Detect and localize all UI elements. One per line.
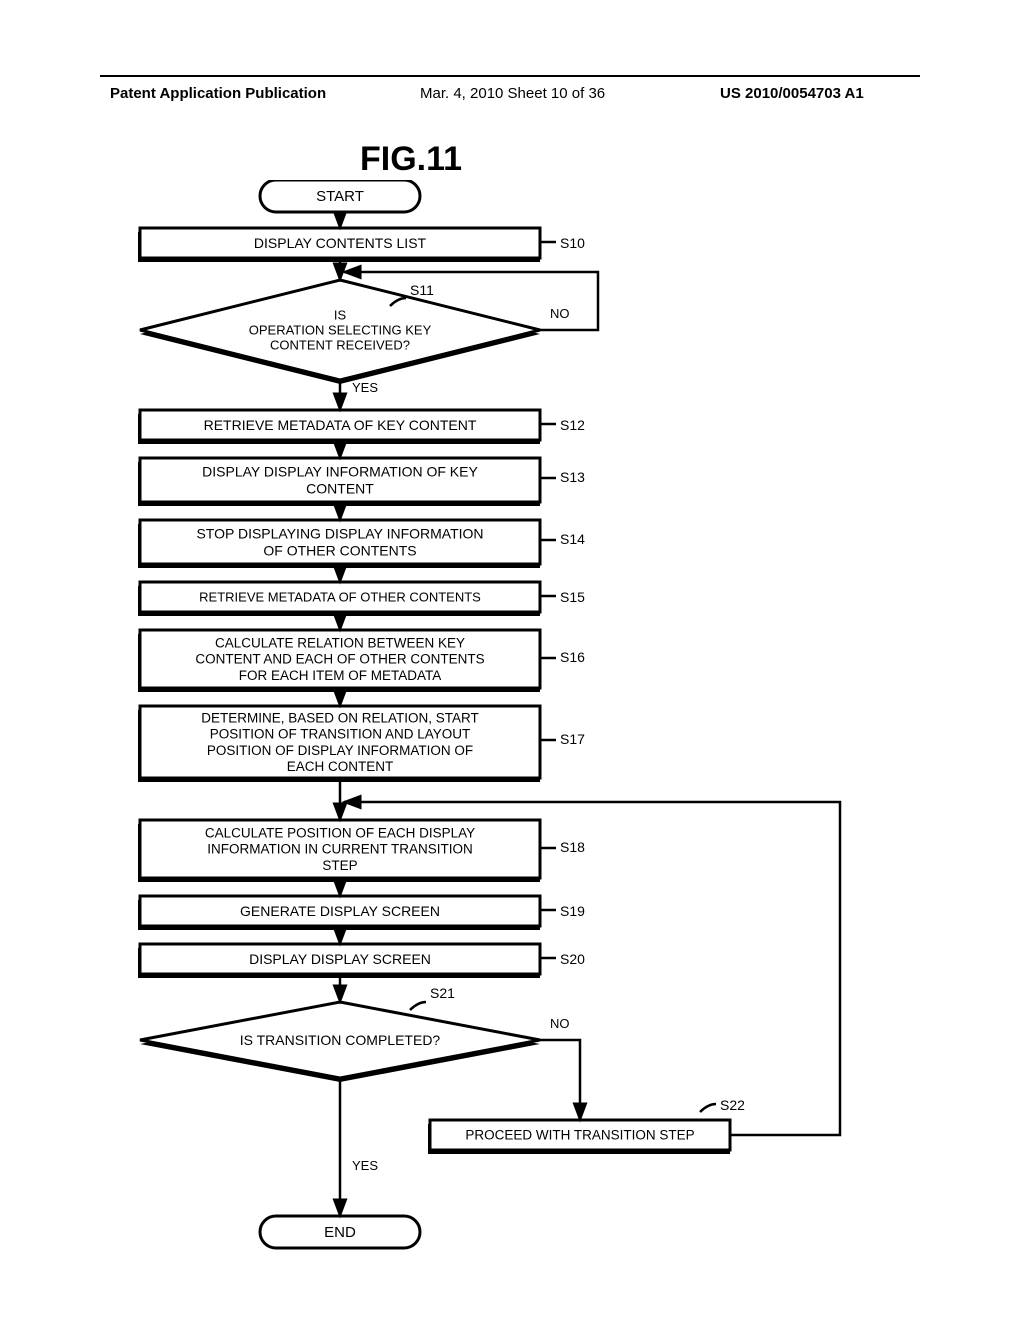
- svg-text:RETRIEVE METADATA OF KEY CONTE: RETRIEVE METADATA OF KEY CONTENT: [204, 417, 477, 433]
- svg-text:S20: S20: [560, 951, 585, 967]
- svg-text:GENERATE DISPLAY SCREEN: GENERATE DISPLAY SCREEN: [240, 903, 440, 919]
- svg-text:CALCULATE RELATION BETWEEN KEY: CALCULATE RELATION BETWEEN KEY: [215, 636, 465, 651]
- svg-text:EACH CONTENT: EACH CONTENT: [287, 759, 394, 774]
- svg-text:CONTENT: CONTENT: [306, 480, 374, 496]
- svg-text:S14: S14: [560, 531, 585, 547]
- svg-text:DISPLAY DISPLAY INFORMATION OF: DISPLAY DISPLAY INFORMATION OF KEY: [202, 464, 478, 480]
- svg-text:S10: S10: [560, 235, 585, 251]
- svg-text:S15: S15: [560, 589, 585, 605]
- header-mid: Mar. 4, 2010 Sheet 10 of 36: [420, 85, 605, 102]
- svg-text:RETRIEVE METADATA OF OTHER CON: RETRIEVE METADATA OF OTHER CONTENTS: [199, 590, 481, 605]
- svg-text:IS TRANSITION COMPLETED?: IS TRANSITION COMPLETED?: [240, 1032, 441, 1048]
- header-rule: [100, 75, 920, 77]
- header-left: Patent Application Publication: [110, 85, 326, 102]
- svg-text:IS: IS: [334, 308, 347, 323]
- svg-text:DISPLAY CONTENTS LIST: DISPLAY CONTENTS LIST: [254, 235, 427, 251]
- svg-text:CALCULATE POSITION OF EACH DIS: CALCULATE POSITION OF EACH DISPLAY: [205, 826, 475, 841]
- svg-text:YES: YES: [352, 1158, 378, 1173]
- svg-text:INFORMATION IN CURRENT TRANSIT: INFORMATION IN CURRENT TRANSITION: [207, 842, 473, 857]
- svg-text:S16: S16: [560, 649, 585, 665]
- svg-text:S18: S18: [560, 839, 585, 855]
- svg-text:NO: NO: [550, 306, 570, 321]
- svg-text:S19: S19: [560, 903, 585, 919]
- svg-text:S22: S22: [720, 1097, 745, 1113]
- svg-text:DISPLAY DISPLAY SCREEN: DISPLAY DISPLAY SCREEN: [249, 951, 431, 967]
- svg-text:POSITION OF TRANSITION AND LAY: POSITION OF TRANSITION AND LAYOUT: [210, 727, 471, 742]
- page: Patent Application Publication Mar. 4, 2…: [0, 0, 1024, 1320]
- svg-text:FOR EACH ITEM OF METADATA: FOR EACH ITEM OF METADATA: [239, 668, 442, 683]
- svg-text:S17: S17: [560, 731, 585, 747]
- header-right: US 2010/0054703 A1: [720, 85, 864, 102]
- svg-text:DETERMINE, BASED ON RELATION,: DETERMINE, BASED ON RELATION, START: [201, 710, 479, 725]
- svg-text:OF OTHER CONTENTS: OF OTHER CONTENTS: [263, 542, 416, 558]
- svg-text:START: START: [316, 188, 364, 205]
- svg-text:STOP DISPLAYING DISPLAY INFORM: STOP DISPLAYING DISPLAY INFORMATION: [196, 526, 483, 542]
- svg-text:STEP: STEP: [322, 858, 357, 873]
- svg-text:S21: S21: [430, 985, 455, 1001]
- svg-text:END: END: [324, 1224, 356, 1241]
- svg-text:CONTENT AND EACH OF OTHER CONT: CONTENT AND EACH OF OTHER CONTENTS: [195, 652, 484, 667]
- svg-text:PROCEED WITH TRANSITION STEP: PROCEED WITH TRANSITION STEP: [465, 1128, 694, 1143]
- figure-title: FIG.11: [360, 140, 462, 179]
- svg-text:S12: S12: [560, 417, 585, 433]
- svg-text:S13: S13: [560, 469, 585, 485]
- svg-text:S11: S11: [410, 282, 434, 298]
- svg-text:CONTENT RECEIVED?: CONTENT RECEIVED?: [270, 338, 410, 353]
- svg-text:OPERATION SELECTING KEY: OPERATION SELECTING KEY: [249, 323, 432, 338]
- svg-text:YES: YES: [352, 380, 378, 395]
- svg-text:POSITION OF DISPLAY INFORMATIO: POSITION OF DISPLAY INFORMATION OF: [207, 743, 473, 758]
- flowchart: START DISPLAY CONTENTS LIST S10 RETRIEVE ME…: [120, 180, 920, 1280]
- svg-text:NO: NO: [550, 1016, 570, 1031]
